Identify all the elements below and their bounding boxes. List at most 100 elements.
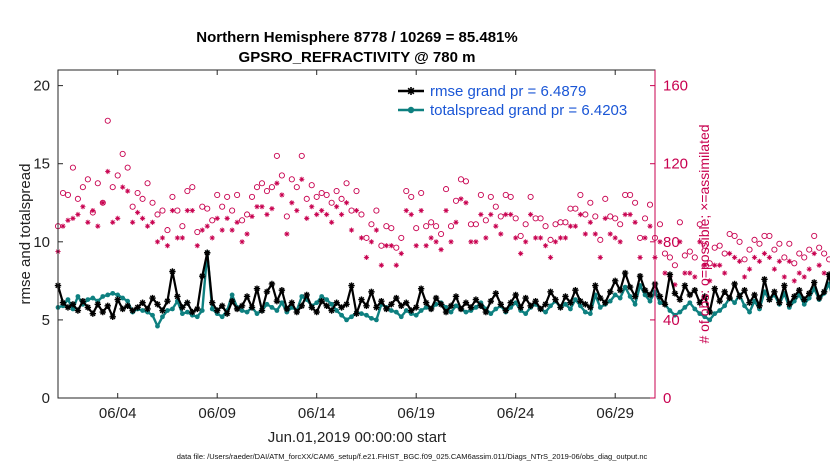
totalspread-point — [632, 301, 638, 307]
obs-assimilated-point — [388, 243, 394, 249]
rmse-point — [353, 310, 360, 317]
obs-assimilated-point — [632, 219, 638, 225]
totalspread-point — [334, 308, 339, 313]
obs-possible-point — [527, 193, 534, 200]
totalspread-point — [155, 323, 160, 329]
totalspread-point — [612, 292, 618, 298]
obs-assimilated-point — [244, 231, 250, 237]
obs-possible-point — [413, 225, 420, 232]
legend-box — [392, 78, 645, 120]
right-tick-label: 0 — [663, 390, 671, 407]
obs-assimilated-point — [801, 274, 807, 280]
obs-assimilated-point — [423, 243, 429, 249]
obs-assimilated-point — [110, 219, 116, 225]
rmse-point — [477, 302, 485, 310]
totalspread-point — [339, 312, 344, 318]
obs-assimilated-point — [105, 168, 111, 175]
obs-possible-point — [607, 213, 614, 220]
totalspread-point — [587, 311, 593, 317]
obs-assimilated-point — [771, 266, 777, 272]
y-axis-ticks: 0 5 10 15 20 — [33, 78, 63, 407]
obs-possible-point — [716, 242, 723, 249]
obs-possible-point — [263, 187, 271, 195]
obs-assimilated-point — [717, 262, 723, 268]
obs-possible-point — [756, 240, 763, 247]
obs-assimilated-point — [194, 243, 200, 249]
rmse-point — [716, 297, 723, 305]
rmse-point — [124, 302, 131, 310]
rmse-point — [562, 293, 569, 300]
obs-assimilated-point — [179, 235, 185, 241]
obs-possible-point — [771, 246, 778, 253]
rmse-point — [432, 294, 440, 302]
totalspread-point — [543, 309, 548, 315]
rmse-point — [278, 287, 286, 294]
rmse-point — [398, 302, 405, 310]
totalspread-point — [314, 300, 320, 306]
rmse-point — [776, 299, 783, 306]
obs-possible-point — [502, 191, 509, 198]
obs-assimilated-point — [533, 235, 539, 241]
obs-possible-point — [552, 221, 559, 228]
obs-possible-point — [209, 217, 216, 224]
obs-possible-point — [811, 232, 818, 239]
obs-assimilated-point — [184, 207, 190, 214]
obs-possible-point — [318, 189, 325, 197]
totalspread-point — [388, 308, 394, 313]
obs-assimilated-point — [448, 239, 454, 245]
obs-assimilated-point — [249, 213, 255, 220]
obs-possible-point — [786, 240, 793, 247]
rmse-point — [751, 291, 758, 299]
obs-assimilated-point — [239, 239, 245, 245]
obs-possible-point — [283, 213, 290, 220]
obs-assimilated-point — [537, 235, 544, 241]
obs-assimilated-point — [722, 270, 728, 276]
totalspread-point — [418, 308, 424, 313]
obs-possible-point — [303, 195, 310, 202]
totalspread-point — [672, 312, 678, 318]
obs-possible-point — [229, 207, 236, 214]
rmse-point — [189, 308, 196, 316]
obs-assimilated-point — [697, 239, 703, 245]
totalspread-point — [349, 314, 354, 320]
totalspread-point — [115, 292, 121, 298]
obs-assimilated-point — [677, 239, 683, 245]
totalspread-point — [125, 298, 131, 304]
rmse-point — [557, 304, 564, 311]
obs-assimilated-point — [314, 211, 320, 218]
totalspread-point — [329, 301, 335, 307]
rmse-point — [273, 297, 281, 305]
obs-possible-point — [268, 184, 275, 191]
obs-assimilated-point — [692, 274, 698, 280]
obs-assimilated-point — [468, 239, 474, 245]
rmse-point — [368, 288, 375, 295]
totalspread-point — [742, 303, 747, 309]
rmse-point — [542, 301, 549, 308]
obs-possible-point — [492, 203, 499, 210]
obs-possible-point — [179, 223, 186, 230]
obs-possible-point — [204, 205, 211, 212]
totalspread-point — [712, 311, 718, 317]
obs-possible-point — [144, 180, 151, 187]
obs-possible-point — [726, 230, 733, 238]
obs-assimilated-point — [189, 207, 195, 214]
obs-assimilated-point — [334, 204, 340, 210]
x-tick-label: 06/24 — [497, 405, 535, 422]
obs-assimilated-point — [786, 258, 792, 264]
rmse-point — [726, 294, 733, 302]
totalspread-point — [563, 301, 568, 307]
rmse-point — [288, 299, 296, 306]
obs-assimilated-point — [135, 209, 141, 216]
rmse-point — [527, 302, 534, 310]
totalspread-point — [70, 306, 76, 312]
obs-assimilated-point — [403, 207, 409, 214]
rmse-point — [771, 288, 778, 295]
totalspread-point — [299, 294, 305, 299]
obs-possible-point — [706, 260, 713, 267]
rmse-point — [169, 268, 176, 275]
obs-assimilated-point — [373, 227, 379, 233]
rmse-point — [741, 287, 748, 294]
obs-possible-point — [711, 244, 718, 251]
rmse-point — [403, 299, 410, 306]
obs-assimilated-point — [702, 262, 708, 268]
